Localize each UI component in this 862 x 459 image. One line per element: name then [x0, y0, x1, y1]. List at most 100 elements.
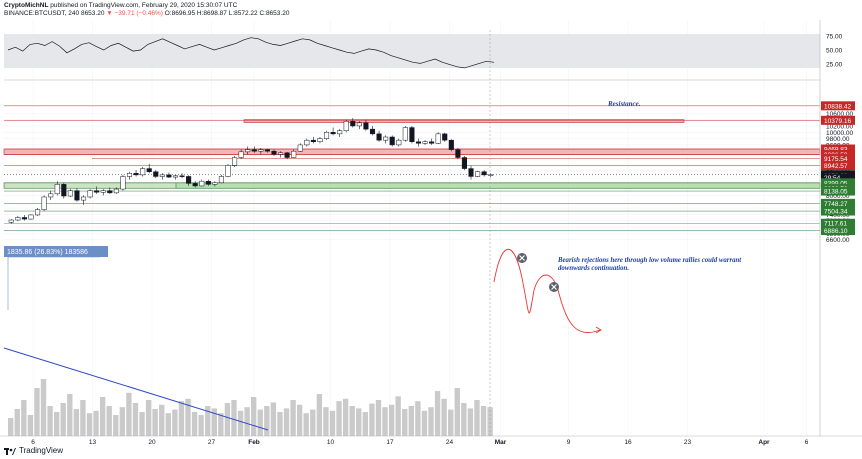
time-tick-label: 10	[327, 439, 335, 446]
reject-marker-1[interactable]	[517, 253, 527, 263]
volume-bar	[441, 398, 447, 436]
candle-body	[232, 157, 238, 166]
candle-body	[225, 165, 231, 177]
candle-body	[179, 175, 185, 177]
candle-body	[337, 130, 343, 135]
volume-bar	[448, 409, 454, 436]
price-chart[interactable]: 1835.86 (26.83%) 183586 Resistance. Bear…	[0, 20, 862, 446]
volume-bar	[421, 410, 428, 436]
candle-body	[330, 132, 336, 135]
price-label-box	[821, 153, 855, 163]
candle-body	[120, 176, 126, 190]
time-axis[interactable]: 6 13 20 27 Feb 10 17 24 Mar 9 16 23 Apr 6	[31, 439, 809, 446]
candle-body	[41, 196, 47, 210]
volume-bar	[224, 403, 231, 436]
candle-body	[350, 120, 356, 127]
candle-body	[278, 152, 284, 155]
candle-body	[238, 151, 244, 158]
candle-body	[28, 214, 34, 220]
volume-bar	[231, 400, 237, 436]
resistance-annotation: Resistance.	[607, 100, 641, 108]
volume-bar	[467, 408, 474, 436]
publish-info: published on TradingView.com, February 2…	[50, 2, 238, 9]
grid	[4, 20, 820, 436]
author-name[interactable]: CryptoMichNL	[4, 2, 49, 9]
volume-bar	[382, 407, 388, 436]
time-tick-label: 13	[89, 439, 97, 446]
volume-bar	[474, 400, 480, 436]
price-tick-label: 10000.00	[826, 130, 853, 137]
support-zone	[175, 182, 821, 189]
price-label: 9175.54	[824, 156, 848, 163]
price-label-box	[821, 161, 855, 171]
trendline[interactable]	[3, 347, 269, 431]
candle-body	[251, 149, 257, 152]
footer: TradingView	[4, 446, 63, 455]
candle-body	[435, 133, 441, 144]
time-tick-label: Feb	[248, 439, 260, 446]
oscillator-band	[4, 34, 820, 68]
volume-bar	[218, 413, 224, 436]
oscillator-tick-label: 75.00	[826, 34, 843, 41]
volume-bar	[388, 404, 395, 436]
volume-bar	[402, 409, 408, 436]
candle-body	[442, 133, 448, 141]
volume-bar	[454, 388, 460, 436]
volume-bar	[14, 409, 20, 436]
candle-body	[186, 176, 192, 184]
volume-bar	[283, 408, 290, 436]
candle-body	[21, 217, 27, 220]
candle-body	[94, 190, 100, 193]
volume-bar	[34, 388, 40, 436]
candle-body	[15, 217, 21, 221]
volume-bar	[119, 407, 126, 436]
volume-bar	[165, 413, 171, 436]
candle-body	[448, 139, 454, 150]
price-label-box	[821, 218, 855, 228]
brand-name: TradingView	[19, 446, 64, 455]
candle-body	[74, 190, 80, 201]
price-label-box	[821, 101, 855, 111]
volume-bar	[73, 409, 80, 436]
candles	[8, 118, 494, 224]
volume-bar	[329, 410, 336, 436]
candle-body	[481, 171, 487, 176]
candle-body	[461, 157, 467, 169]
reject-marker-2[interactable]	[549, 282, 559, 292]
bearish-annotation: Bearish rejections here through low volu…	[557, 257, 743, 272]
candle-body	[396, 139, 402, 146]
time-tick-label: 16	[624, 439, 632, 446]
volume-bar	[264, 406, 270, 436]
volume-bar	[277, 412, 283, 436]
volume-bars	[8, 379, 493, 436]
arrow-head	[595, 326, 602, 334]
candle-body	[126, 173, 133, 177]
volume-bar	[323, 407, 329, 436]
price-label-box	[821, 115, 855, 125]
volume-bar	[40, 379, 47, 436]
time-tick-label: 17	[386, 439, 394, 446]
candle-body	[100, 190, 106, 193]
price-label-box	[821, 226, 855, 236]
candle-body	[218, 176, 224, 184]
projected-path-arrow[interactable]	[493, 248, 601, 333]
candle-body	[146, 168, 152, 172]
volume-bar	[113, 415, 119, 436]
price-label: 6886.10	[824, 228, 848, 235]
last-price: 8653.20	[80, 10, 105, 17]
candle-body	[363, 122, 369, 130]
price-label-box	[821, 144, 855, 154]
price-tick-label: 10600.00	[826, 111, 853, 118]
measure-label-box	[4, 246, 108, 257]
candle-body	[402, 127, 408, 141]
volume-bar	[106, 406, 112, 436]
time-tick-label: Apr	[758, 439, 770, 446]
candle-body	[429, 141, 435, 144]
price-tick-label: 8000.00	[826, 193, 850, 200]
measure-tool[interactable]: 1835.86 (26.83%) 183586	[4, 246, 108, 310]
volume-bar	[487, 407, 493, 436]
volume-bar	[198, 415, 204, 436]
candle-body	[172, 175, 179, 178]
volume-bar	[172, 409, 178, 436]
volume-bar	[145, 400, 152, 436]
